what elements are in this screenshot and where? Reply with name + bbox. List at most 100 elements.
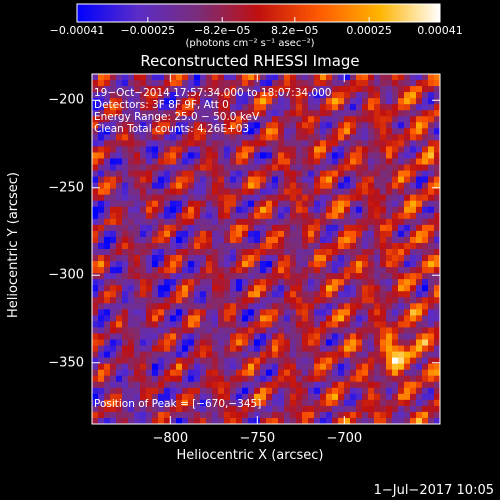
heatmap-cell — [290, 309, 297, 316]
heatmap-cell — [194, 387, 201, 395]
heatmap-cell — [428, 375, 435, 383]
heatmap-cell — [92, 345, 99, 352]
heatmap-cell — [314, 297, 321, 304]
heatmap-cell — [434, 224, 441, 232]
heatmap-cell — [212, 242, 219, 250]
heatmap-cell — [230, 182, 237, 190]
heatmap-cell — [218, 158, 225, 165]
heatmap-cell — [128, 351, 135, 359]
heatmap-cell — [146, 164, 153, 171]
heatmap-cell — [344, 321, 351, 328]
heatmap-cell — [104, 369, 111, 377]
heatmap-cell — [230, 333, 237, 340]
heatmap-cell — [230, 170, 237, 177]
x-axis-label: Heliocentric X (arcsec) — [176, 448, 324, 463]
heatmap-cell — [386, 321, 393, 328]
heatmap-cell — [170, 357, 177, 365]
heatmap-cell — [188, 363, 195, 371]
heatmap-cell — [242, 381, 249, 389]
heatmap-cell — [182, 116, 189, 123]
heatmap-cell — [116, 405, 123, 413]
heatmap-cell — [248, 255, 255, 262]
heatmap-cell — [410, 116, 417, 123]
heatmap-cell — [104, 333, 111, 340]
heatmap-cell — [146, 140, 153, 147]
heatmap-cell — [194, 230, 201, 238]
heatmap-cell — [380, 333, 387, 340]
heatmap-cell — [128, 309, 135, 316]
heatmap-cell — [200, 140, 207, 147]
heatmap-cell — [308, 110, 315, 117]
heatmap-cell — [116, 291, 123, 298]
heatmap-cell — [422, 345, 429, 352]
heatmap-cell — [410, 267, 417, 274]
heatmap-cell — [104, 399, 111, 407]
heatmap-cell — [266, 98, 273, 105]
heatmap-cell — [332, 242, 339, 250]
heatmap-cell — [350, 74, 357, 81]
heatmap-cell — [350, 273, 357, 280]
heatmap-cell — [272, 236, 279, 244]
heatmap-cell — [296, 279, 303, 286]
heatmap-cell — [98, 164, 105, 171]
heatmap-cell — [122, 152, 129, 159]
heatmap-cell — [308, 309, 315, 316]
heatmap-cell — [200, 86, 207, 93]
heatmap-cell — [260, 303, 267, 310]
heatmap-cell — [254, 411, 261, 419]
heatmap-cell — [416, 176, 423, 184]
heatmap-cell — [434, 140, 441, 147]
heatmap-cell — [314, 279, 321, 286]
heatmap-cell — [284, 363, 291, 371]
heatmap-cell — [122, 405, 129, 413]
heatmap-cell — [344, 249, 351, 256]
heatmap-cell — [308, 158, 315, 165]
heatmap-cell — [272, 267, 279, 274]
heatmap-cell — [116, 393, 123, 401]
heatmap-cell — [188, 333, 195, 340]
heatmap-cell — [398, 357, 405, 365]
heatmap-cell — [248, 357, 255, 365]
heatmap-cell — [266, 339, 273, 346]
heatmap-cell — [236, 188, 243, 196]
heatmap-cell — [356, 74, 363, 81]
heatmap-cell — [428, 267, 435, 274]
heatmap-cell — [182, 74, 189, 81]
heatmap-cell — [302, 369, 309, 377]
heatmap-cell — [170, 146, 177, 153]
heatmap-cell — [128, 206, 135, 214]
heatmap-cell — [284, 303, 291, 310]
heatmap-cell — [104, 236, 111, 244]
heatmap-cell — [422, 86, 429, 93]
heatmap-cell — [422, 333, 429, 340]
heatmap-cell — [266, 188, 273, 196]
heatmap-cell — [92, 152, 99, 159]
heatmap-cell — [272, 164, 279, 171]
heatmap-cell — [320, 164, 327, 171]
heatmap-cell — [212, 363, 219, 371]
heatmap-cell — [134, 327, 141, 334]
heatmap-cell — [164, 309, 171, 316]
heatmap-cell — [362, 297, 369, 304]
heatmap-cell — [110, 92, 117, 99]
heatmap-cell — [254, 80, 261, 87]
heatmap-cell — [236, 98, 243, 105]
heatmap-cell — [290, 86, 297, 93]
heatmap-cell — [188, 339, 195, 346]
heatmap-cell — [206, 303, 213, 310]
heatmap-cell — [188, 206, 195, 214]
heatmap-cell — [182, 134, 189, 141]
colorbar-tick-label: −0.00025 — [120, 24, 176, 37]
heatmap-cell — [218, 303, 225, 310]
heatmap-cell — [326, 80, 333, 87]
heatmap-cell — [410, 405, 417, 413]
heatmap-cell — [218, 333, 225, 340]
heatmap-cell — [164, 249, 171, 256]
heatmap-cell — [260, 236, 267, 244]
heatmap-cell — [374, 200, 381, 208]
heatmap-cell — [224, 98, 231, 105]
heatmap-cell — [434, 327, 441, 334]
heatmap-cell — [272, 369, 279, 377]
heatmap-cell — [404, 351, 411, 359]
heatmap-cell — [188, 393, 195, 401]
